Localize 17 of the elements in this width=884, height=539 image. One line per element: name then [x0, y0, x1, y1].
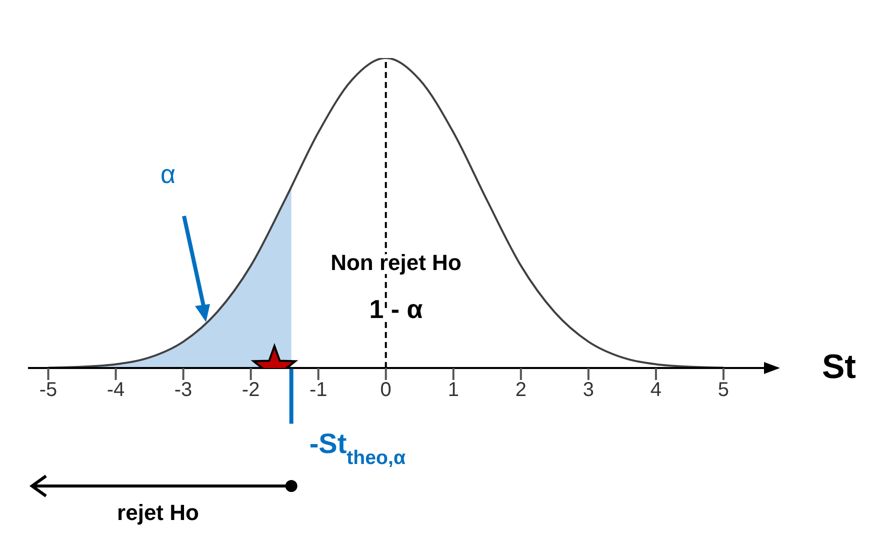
x-tick-label: 4: [650, 379, 662, 402]
annotation: α: [160, 159, 176, 189]
annotation: Non rejet Ho: [330, 250, 462, 275]
x-tick-label: 5: [718, 379, 730, 402]
x-tick-label: 3: [582, 379, 594, 402]
x-tick-label: -2: [242, 379, 260, 402]
text: rejet Ho: [117, 500, 199, 525]
x-tick-label: -3: [174, 379, 192, 402]
x-tick-label: -5: [39, 379, 58, 402]
x-tick-label: 2: [515, 379, 526, 402]
x-tick-label: 1: [448, 379, 459, 402]
annotation: 1 - α: [369, 294, 423, 324]
x-tick-label: 0: [380, 379, 392, 402]
x-axis-title: St: [822, 348, 856, 386]
x-tick-label: -1: [309, 379, 328, 402]
ref-line-label: -St$_{theo,α}$: [309, 428, 406, 469]
x-tick-label: -4: [106, 379, 125, 402]
